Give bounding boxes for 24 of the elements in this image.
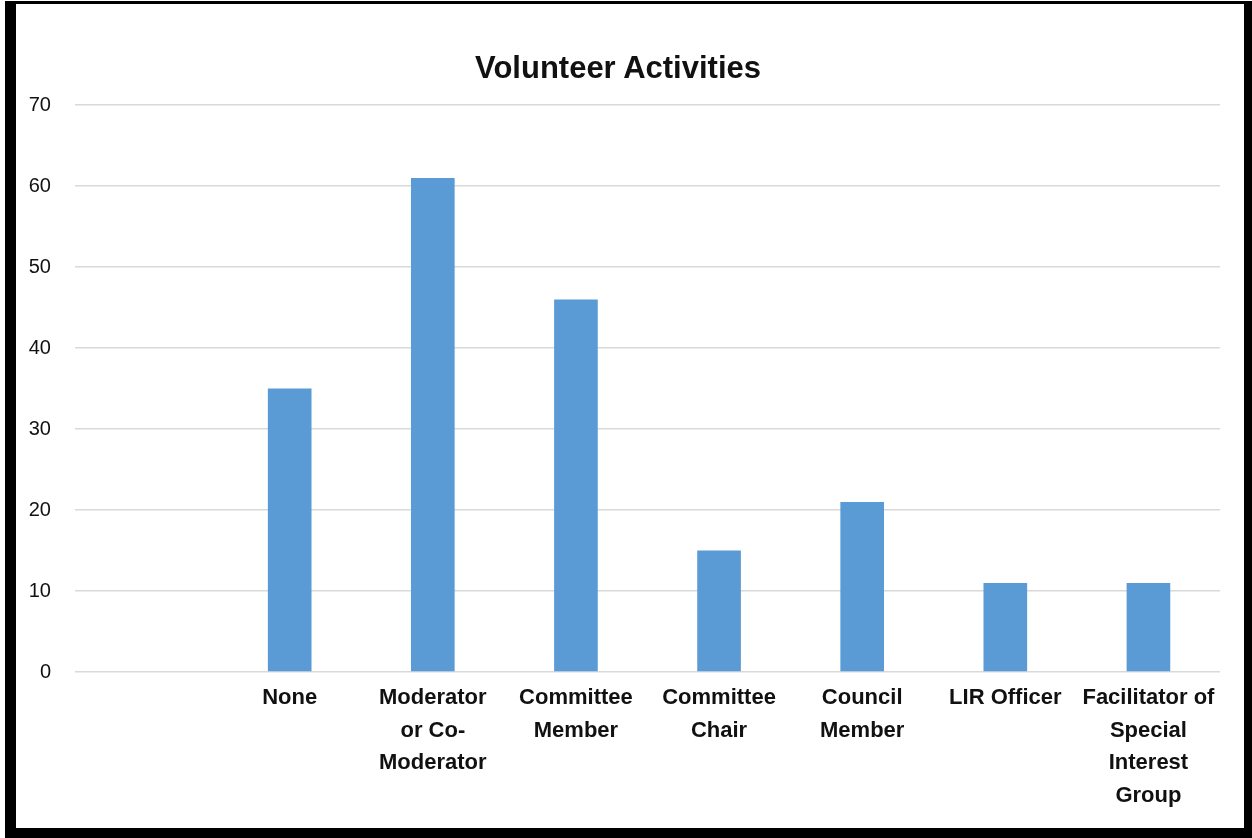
x-tick-label: LIR Officer <box>949 684 1062 710</box>
x-tick-label: Facilitator of Special Interest Group <box>1082 684 1216 808</box>
x-tick-label: Moderator or Co-Moderator <box>379 684 488 775</box>
chart-title: Volunteer Activities <box>475 50 761 86</box>
x-tick-label: None <box>262 684 318 710</box>
x-tick-label: Committee Member <box>519 684 633 742</box>
chart-frame: Volunteer Activities None Moderator or Co-Moderator Committee Member Committee Chair Council Member LIR Officer Facilitator of Special Interest Group 0 10 20 30 40 50 60 70 <box>5 1 1252 838</box>
y-tick-label: 40 <box>28 335 51 358</box>
x-tick-label: Council Member <box>820 684 905 742</box>
bar <box>1126 582 1171 672</box>
bar <box>983 582 1028 672</box>
bar <box>697 550 741 672</box>
y-tick-label: 0 <box>39 659 51 682</box>
bar <box>410 178 455 672</box>
y-tick-label: 70 <box>28 92 51 115</box>
x-tick-label: Committee Chair <box>662 684 776 742</box>
y-tick-label: 60 <box>28 173 51 196</box>
y-tick-label: 10 <box>28 578 51 601</box>
bar <box>267 388 312 672</box>
y-tick-label: 30 <box>28 416 51 439</box>
bar <box>554 299 598 672</box>
y-tick-label: 50 <box>28 254 51 277</box>
bar <box>840 501 885 672</box>
y-tick-label: 20 <box>28 497 51 520</box>
